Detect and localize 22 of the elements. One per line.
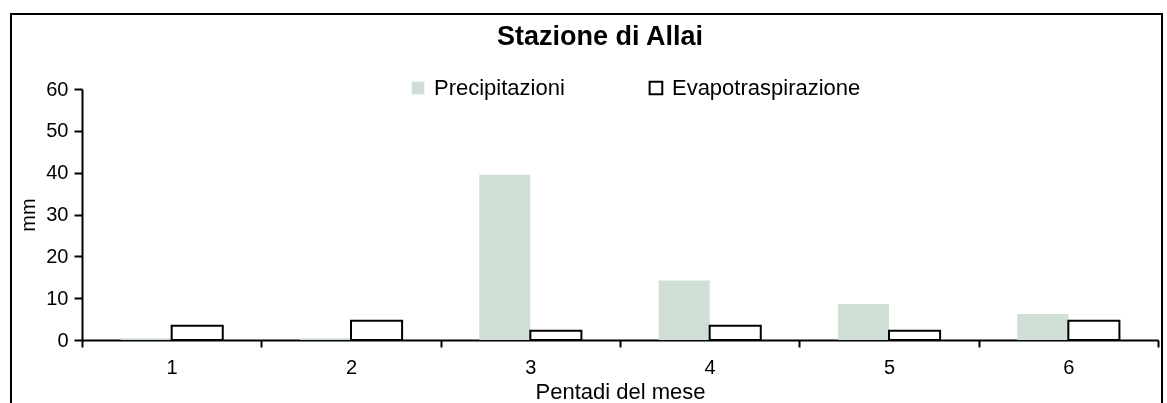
chart-title: Stazione di Allai	[496, 21, 704, 51]
y-tick-label: 10	[46, 286, 69, 309]
y-axis-title: mm	[17, 198, 40, 232]
y-tick-label: 50	[46, 119, 69, 142]
bar	[1017, 314, 1069, 340]
x-tick-label: 5	[883, 355, 896, 378]
bar	[658, 280, 710, 340]
legend-label: Evapotraspirazione	[671, 75, 861, 100]
legend-label: Precipitazioni	[433, 75, 565, 100]
x-tick-label: 3	[525, 355, 537, 378]
bar	[479, 174, 531, 340]
x-tick-label: 1	[166, 355, 178, 378]
y-tick-label: 30	[46, 203, 69, 225]
y-tick-label: 60	[46, 77, 69, 100]
x-tick-label: 6	[1063, 355, 1075, 378]
x-tick-label: 4	[704, 355, 716, 378]
y-tick-label: 0	[57, 328, 69, 351]
y-tick-label: 20	[46, 244, 69, 267]
y-tick-label: 40	[46, 161, 69, 184]
x-axis-title: Pentadi del mese	[535, 378, 706, 403]
bar	[837, 304, 889, 340]
x-tick-label: 2	[345, 355, 358, 378]
